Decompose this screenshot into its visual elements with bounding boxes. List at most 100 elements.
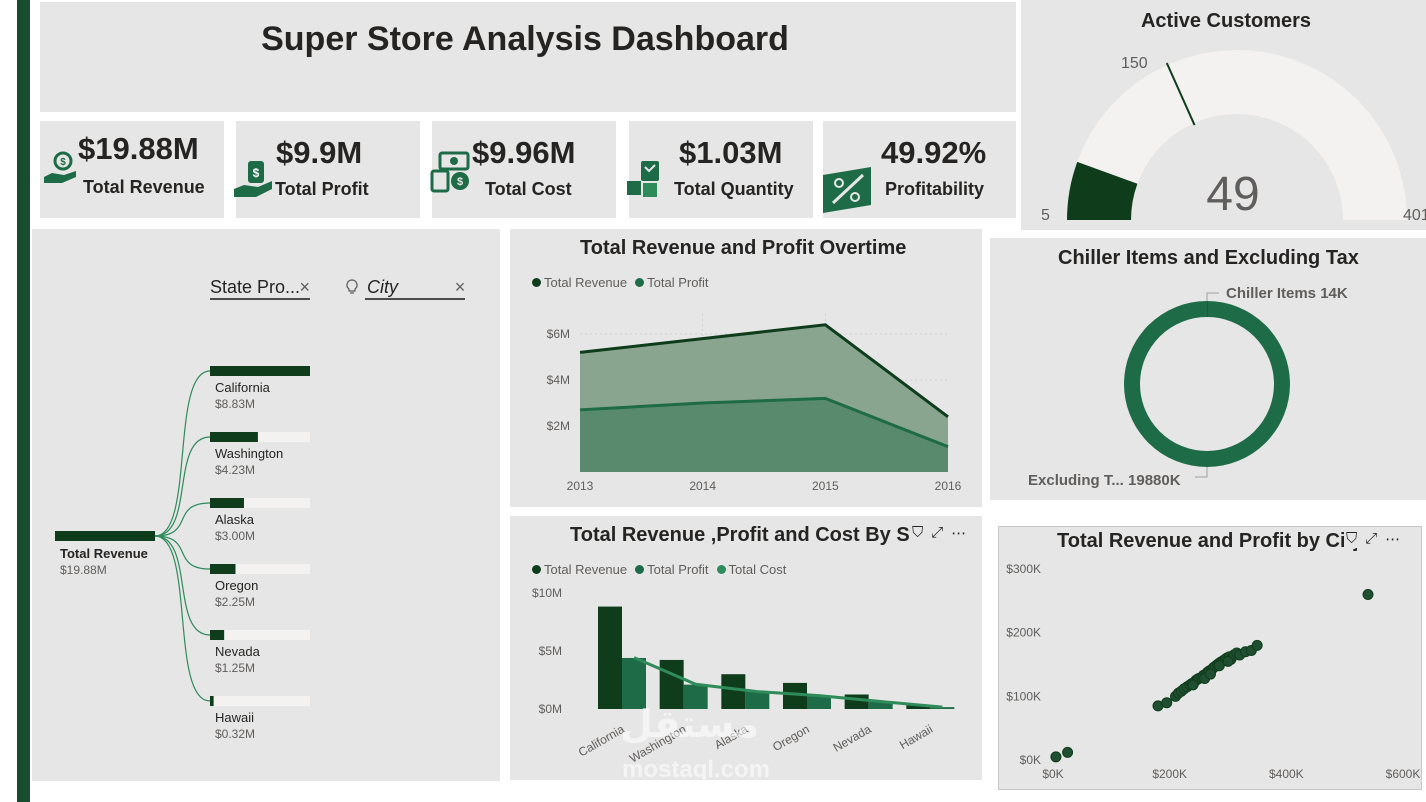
legend-dot (532, 278, 541, 287)
tree-root-label: Total Revenue (60, 546, 148, 561)
kpi-value: $9.96M (472, 135, 576, 170)
tree-node-track (210, 564, 310, 574)
city-slicer[interactable]: City × (346, 276, 465, 300)
donut-leader-chiller (1206, 292, 1219, 301)
scatter-point[interactable] (1161, 697, 1173, 709)
decomposition-tree[interactable]: Total Revenue $19.88M California $8.83M Wash… (32, 229, 500, 781)
tree-node-bar[interactable] (210, 366, 310, 376)
area-chart-title: Total Revenue and Profit Overtime (580, 237, 907, 259)
bar-y-tick: $0M (539, 702, 562, 716)
gauge-fill (1067, 161, 1138, 220)
scatter-point[interactable] (1205, 668, 1216, 680)
scatter-title: Total Revenue and Profit by City (1057, 530, 1357, 552)
watermark-url: mostaql.com (622, 756, 771, 783)
area-y-tick: $4M (547, 373, 570, 387)
scatter-point[interactable] (1222, 655, 1234, 667)
tree-node-bar[interactable] (210, 696, 214, 706)
more-options-icon[interactable]: ⋯ (951, 525, 967, 542)
scatter-point[interactable] (1050, 751, 1062, 763)
bar-profit[interactable] (622, 657, 646, 709)
area-x-tick: 2014 (689, 479, 716, 493)
state-slicer[interactable]: State Pro... × (210, 276, 310, 300)
bar-profit[interactable] (868, 702, 893, 709)
scatter-point[interactable] (1251, 639, 1263, 651)
legend-total-cost: Total Cost (728, 562, 787, 577)
tree-node-label: Nevada (215, 644, 261, 659)
state-clear-icon[interactable]: × (299, 276, 310, 297)
tree-node-value: $4.23M (215, 463, 255, 477)
scatter-x-tick: $0K (1042, 767, 1063, 781)
bar-revenue[interactable] (598, 606, 622, 709)
focus-mode-icon[interactable]: ⤢ (1365, 530, 1378, 547)
scatter-x-tick: $200K (1152, 767, 1187, 781)
scatter-point[interactable] (1062, 746, 1074, 758)
tree-node-bar[interactable] (210, 630, 225, 640)
scatter-point[interactable] (1213, 660, 1225, 672)
quantity-boxes-icon (627, 161, 659, 197)
tree-node-value: $0.32M (215, 727, 255, 741)
bar-chart-panel[interactable]: Total Revenue ,Profit and Cost By State … (510, 516, 982, 780)
tree-node-track (210, 432, 310, 442)
bar-revenue[interactable] (844, 694, 869, 710)
scatter-chart[interactable]: $0K $100K $200K $300K $0K $200K $400K $600K (999, 527, 1423, 791)
tree-node-value: $3.00M (215, 529, 255, 543)
area-chart[interactable]: $2M $4M $6M 2013 2014 2015 2016 (510, 229, 982, 507)
legend-dot (532, 565, 541, 574)
scatter-y-tick: $0K (1020, 753, 1041, 767)
profit-hand-icon: $ (234, 161, 272, 197)
bar-x-tick: Nevada (831, 722, 874, 755)
tree-node-bar[interactable] (210, 432, 258, 442)
bar-chart-legend: Total Revenue Total Profit Total Cost (532, 562, 786, 577)
tree-node-bar[interactable] (210, 498, 244, 508)
gauge-active-customers[interactable]: Active Customers 5 401 150 49 (1021, 0, 1426, 230)
watermark-arabic: مستقل (620, 704, 759, 746)
tree-connector (154, 436, 211, 537)
scatter-panel[interactable]: Total Revenue and Profit by City ⛉ ⤢ ⋯ $… (998, 526, 1422, 790)
filter-icon[interactable]: ⛉ (912, 524, 924, 541)
area-fill-profit (580, 398, 948, 472)
tree-node-label: Alaska (215, 512, 255, 527)
bar-revenue[interactable] (906, 705, 931, 709)
more-options-icon[interactable]: ⋯ (1385, 531, 1401, 548)
legend-dot (635, 278, 645, 287)
bar-profit[interactable] (683, 684, 708, 709)
tree-node-track (210, 498, 310, 508)
gauge-max-label: 401 (1403, 207, 1426, 224)
filter-icon[interactable]: ⛉ (1346, 530, 1358, 547)
kpi-profitability[interactable]: 49.92% Profitability (823, 121, 1016, 218)
bar-revenue[interactable] (721, 674, 746, 709)
area-chart-panel[interactable]: Total Revenue and Profit Overtime Total … (510, 229, 982, 507)
bar-revenue[interactable] (659, 659, 684, 709)
city-clear-icon[interactable]: × (454, 276, 465, 297)
tree-node-label: Oregon (215, 578, 258, 593)
kpi-label: Total Quantity (674, 179, 794, 199)
line-total-cost[interactable] (633, 656, 943, 709)
kpi-value: $19.88M (78, 131, 199, 166)
donut-panel[interactable]: Chiller Items and Excluding Tax Chiller … (990, 238, 1426, 500)
bar-profit[interactable] (807, 696, 831, 709)
donut-chart[interactable]: Chiller Items 14K Excluding T... 19880K (990, 238, 1426, 500)
legend-dot (716, 565, 726, 574)
kpi-total-quantity[interactable]: $1.03M Total Quantity (627, 121, 813, 218)
scatter-point[interactable] (1362, 588, 1374, 600)
scatter-x-tick: $600K (1386, 767, 1421, 781)
tree-node-bar[interactable] (210, 564, 236, 574)
bar-profit[interactable] (745, 691, 770, 709)
area-chart-legend: Total Revenue Total Profit (532, 275, 709, 290)
bar-visual-header: ⛉ ⤢ ⋯ (910, 524, 969, 542)
donut-slice-excluding-tax[interactable] (1124, 301, 1290, 467)
kpi-total-cost[interactable]: $ $9.96M Total Cost (430, 121, 616, 218)
bar-chart-title: Total Revenue ,Profit and Cost By State (570, 524, 946, 546)
legend-dot (635, 565, 645, 574)
area-line-revenue[interactable] (579, 323, 949, 419)
kpi-total-revenue[interactable]: $ $19.88M Total Revenue (40, 121, 224, 218)
scatter-point[interactable] (1187, 679, 1199, 691)
tree-root-bar[interactable] (55, 531, 155, 541)
area-line-profit[interactable] (579, 396, 949, 449)
bar-x-tick: Oregon (770, 722, 812, 754)
bar-profit[interactable] (930, 707, 955, 709)
kpi-total-profit[interactable]: $ $9.9M Total Profit (234, 121, 420, 218)
focus-mode-icon[interactable]: ⤢ (931, 524, 944, 541)
